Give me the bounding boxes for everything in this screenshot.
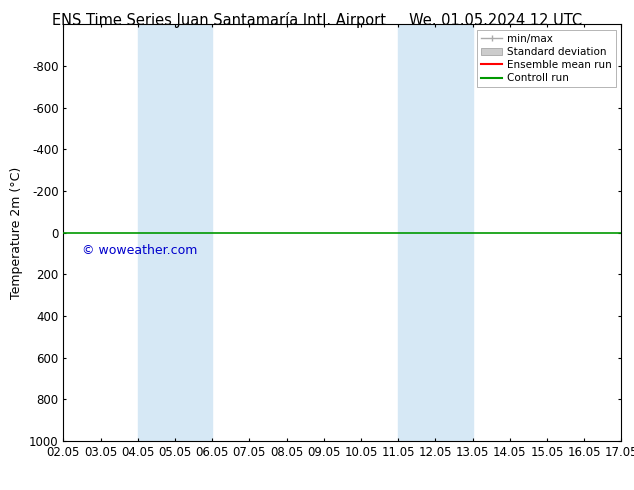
Text: © woweather.com: © woweather.com — [82, 244, 197, 257]
Text: ENS Time Series Juan Santamaría Intl. Airport     We. 01.05.2024 12 UTC: ENS Time Series Juan Santamaría Intl. Ai… — [52, 12, 582, 28]
Legend: min/max, Standard deviation, Ensemble mean run, Controll run: min/max, Standard deviation, Ensemble me… — [477, 30, 616, 87]
Bar — [138, 24, 212, 441]
Y-axis label: Temperature 2m (°C): Temperature 2m (°C) — [10, 167, 23, 299]
Bar — [398, 24, 472, 441]
